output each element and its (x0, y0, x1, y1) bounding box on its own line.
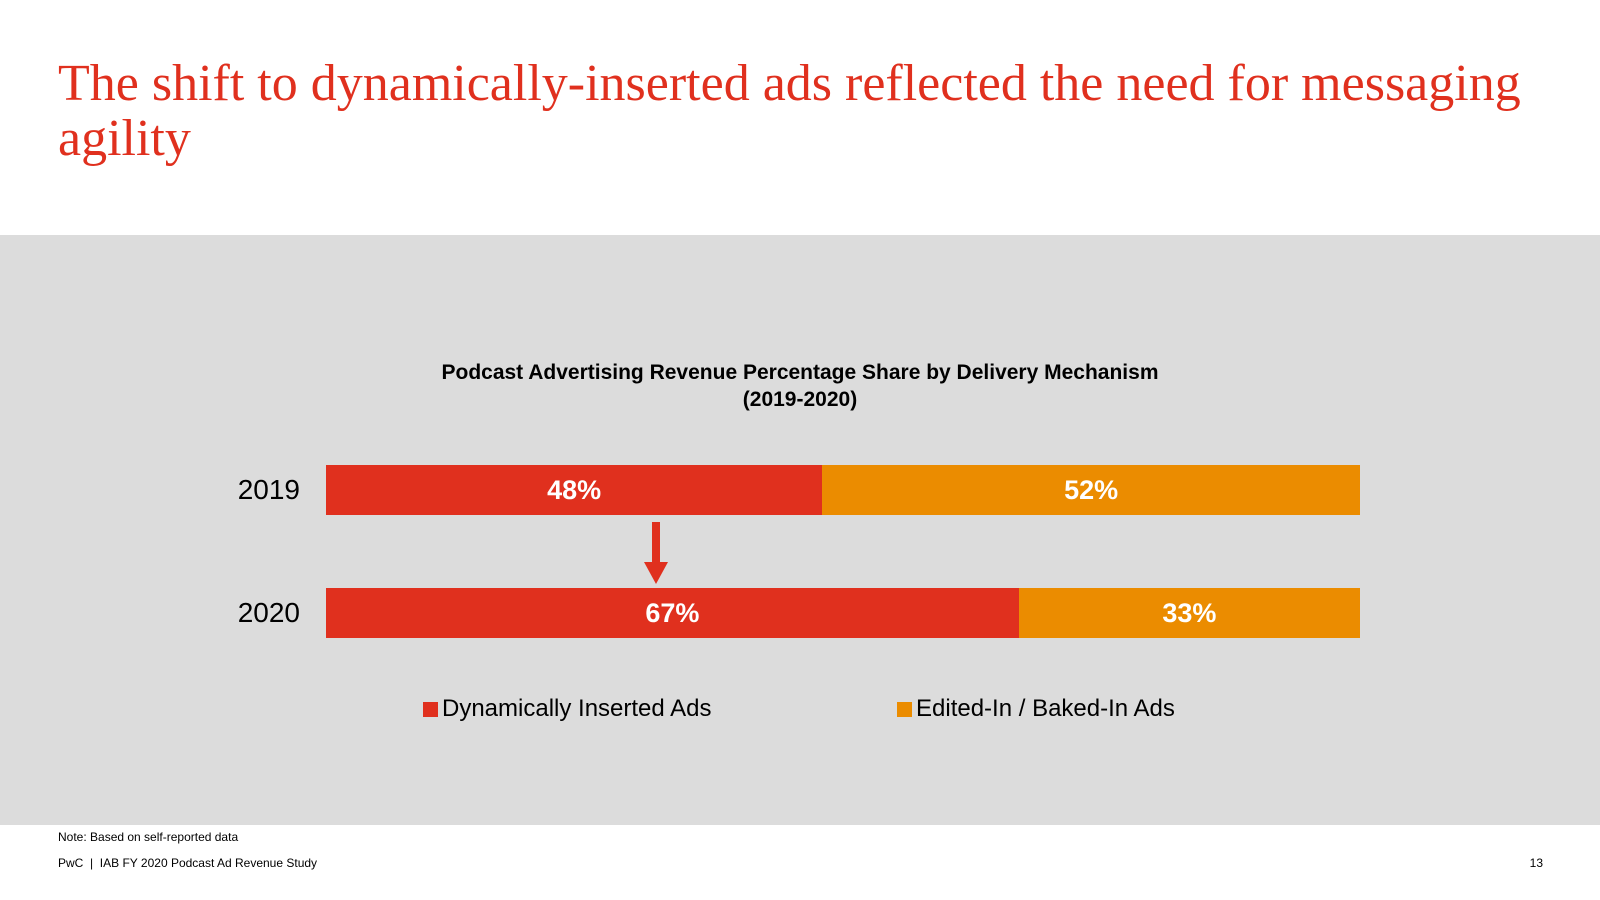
bar-row-2020: 67% 33% (326, 588, 1360, 638)
legend-label-baked: Edited-In / Baked-In Ads (916, 695, 1175, 722)
bar-label-2019-dynamic: 48% (547, 474, 602, 505)
bar-label-2020-dynamic: 67% (645, 597, 700, 628)
down-arrow-icon (644, 522, 668, 584)
chart-title: Podcast Advertising Revenue Percentage S… (0, 359, 1600, 413)
footnote: Note: Based on self-reported data (58, 830, 239, 844)
category-label-2020: 2020 (237, 597, 300, 628)
legend-label-dynamic: Dynamically Inserted Ads (442, 695, 712, 722)
bar-2019-baked: 52% (822, 465, 1360, 515)
footer-source: PwC | IAB FY 2020 Podcast Ad Revenue Stu… (58, 856, 318, 870)
chart-panel (0, 235, 1600, 825)
bar-2020-dynamic: 67% (326, 588, 1019, 638)
bar-label-2020-baked: 33% (1162, 597, 1217, 628)
legend-swatch-dynamic (423, 701, 438, 717)
chart-title-line-1: Podcast Advertising Revenue Percentage S… (441, 361, 1159, 384)
category-label-2019: 2019 (237, 474, 300, 505)
page-number: 13 (1529, 856, 1543, 870)
legend-swatch-baked (897, 701, 912, 717)
chart-title-line-2: (2019-2020) (742, 388, 858, 411)
bar-label-2019-baked: 52% (1064, 474, 1119, 505)
bar-row-2019: 48% 52% (326, 465, 1360, 515)
slide-title: The shift to dynamically-inserted ads re… (58, 55, 1521, 167)
bar-2019-dynamic: 48% (326, 465, 823, 515)
legend-item-dynamic: Dynamically Inserted Ads (423, 695, 711, 723)
legend-item-baked: Edited-In / Baked-In Ads (897, 695, 1175, 723)
bar-2020-baked: 33% (1018, 588, 1360, 638)
